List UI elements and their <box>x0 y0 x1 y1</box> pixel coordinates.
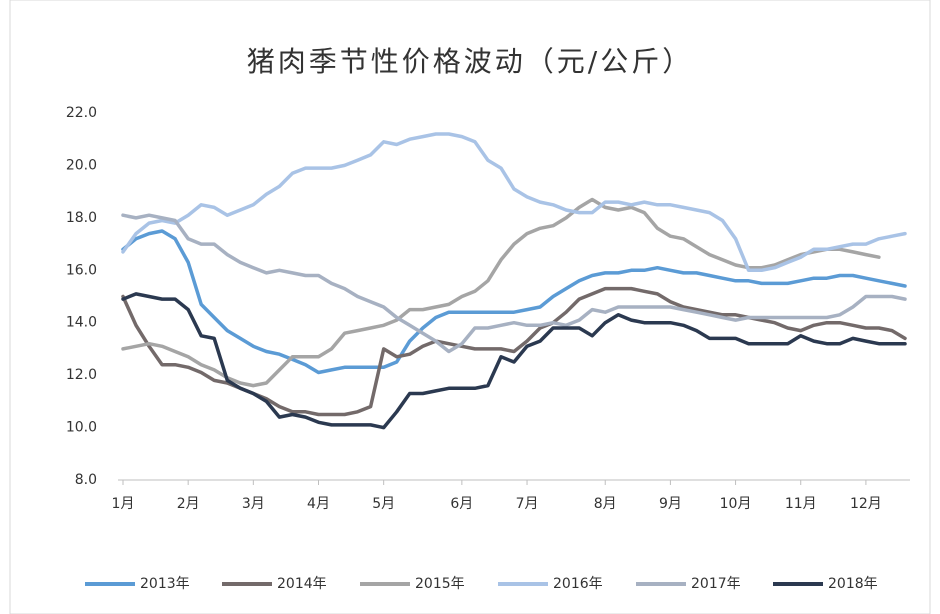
x-tick-label: 1月 <box>112 496 135 512</box>
x-tick-label: 7月 <box>516 496 539 512</box>
x-tick-label: 10月 <box>720 496 752 512</box>
legend-label: 2014年 <box>277 576 327 592</box>
legend-label: 2016年 <box>553 576 603 592</box>
series-line <box>121 132 907 273</box>
chart-frame <box>9 0 931 614</box>
legend-label: 2017年 <box>691 576 741 592</box>
y-tick-label: 10.0 <box>66 420 97 436</box>
x-tick-label: 2月 <box>177 496 200 512</box>
x-tick-label: 3月 <box>242 496 265 512</box>
x-tick-label: 5月 <box>372 496 395 512</box>
legend-label: 2013年 <box>140 576 190 592</box>
x-tick-label: 8月 <box>594 496 617 512</box>
x-tick-label: 6月 <box>450 496 473 512</box>
y-tick-label: 22.0 <box>66 105 97 121</box>
y-tick-label: 12.0 <box>66 367 97 383</box>
y-tick-label: 16.0 <box>66 262 97 278</box>
series-line <box>121 292 907 430</box>
legend-label: 2018年 <box>828 576 878 592</box>
x-tick-label: 11月 <box>785 496 817 512</box>
x-tick-label: 4月 <box>307 496 330 512</box>
series-line <box>121 197 881 388</box>
series-line <box>121 213 907 354</box>
y-tick-label: 20.0 <box>66 157 97 173</box>
legend-label: 2015年 <box>415 576 465 592</box>
y-tick-label: 14.0 <box>66 315 97 331</box>
x-tick-label: 9月 <box>659 496 682 512</box>
chart-title: 猪肉季节性价格波动（元/公斤） <box>247 45 693 78</box>
series-line <box>121 229 907 375</box>
x-tick-label: 12月 <box>850 496 882 512</box>
y-tick-label: 18.0 <box>66 210 97 226</box>
y-tick-label: 8.0 <box>75 472 97 488</box>
